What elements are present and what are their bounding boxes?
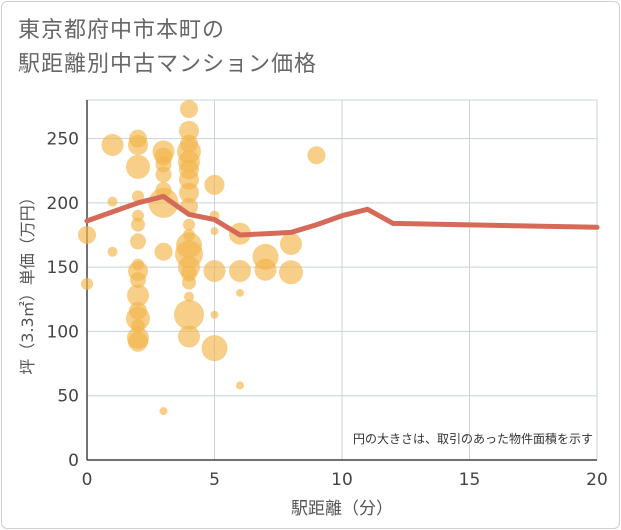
data-bubble xyxy=(180,100,198,118)
data-bubble xyxy=(174,299,204,330)
data-bubble xyxy=(183,218,195,231)
data-bubble xyxy=(159,407,168,416)
data-bubble xyxy=(107,246,118,257)
y-tick-label: 250 xyxy=(47,130,79,150)
data-bubble xyxy=(201,335,228,362)
x-axis-label: 駅距離（分） xyxy=(291,499,393,519)
data-bubble xyxy=(131,217,145,232)
data-bubble xyxy=(101,134,124,156)
y-tick-label: 50 xyxy=(57,387,79,407)
y-tick-label: 100 xyxy=(47,322,79,342)
x-tick-label: 20 xyxy=(586,470,608,490)
data-bubble xyxy=(155,166,172,183)
data-bubble xyxy=(279,260,303,285)
x-tick-label: 10 xyxy=(331,470,353,490)
data-bubble xyxy=(236,381,244,390)
data-bubble xyxy=(179,182,199,203)
data-bubble xyxy=(203,260,226,282)
data-bubble xyxy=(182,275,196,290)
data-bubble xyxy=(229,260,251,282)
y-tick-label: 200 xyxy=(47,194,79,214)
data-bubble xyxy=(127,284,149,307)
data-bubble xyxy=(148,187,179,218)
y-axis-label: 坪（3.3㎡）単価（万円） xyxy=(18,189,37,374)
average-price-line xyxy=(84,193,600,238)
data-bubble xyxy=(254,258,277,281)
data-bubble xyxy=(81,277,93,290)
x-tick-label: 5 xyxy=(209,470,220,490)
data-bubble xyxy=(154,242,173,261)
x-tick-label: 0 xyxy=(82,470,93,490)
title-line-1: 東京都府中市本町の xyxy=(18,18,226,43)
data-bubble xyxy=(178,325,200,348)
y-tick-label: 0 xyxy=(68,451,79,471)
data-bubble xyxy=(280,233,302,255)
data-bubble xyxy=(130,272,146,288)
chart-title: 東京都府中市本町の 駅距離別中古マンション価格 xyxy=(18,14,317,82)
data-bubble xyxy=(179,120,199,141)
y-tick-label: 150 xyxy=(47,258,79,278)
data-bubble xyxy=(128,135,148,155)
data-bubble xyxy=(132,190,144,203)
title-line-2: 駅距離別中古マンション価格 xyxy=(18,52,318,77)
data-bubble xyxy=(307,146,326,165)
data-bubble xyxy=(107,196,118,207)
bubble-layer xyxy=(78,100,326,416)
data-bubble xyxy=(126,154,150,179)
data-bubble xyxy=(130,233,146,250)
data-bubble xyxy=(78,226,96,244)
data-bubble xyxy=(210,310,219,319)
data-bubble xyxy=(184,291,194,302)
bubble-size-note: 円の大きさは、取引のあった物件面積を示す xyxy=(353,431,593,446)
data-bubble xyxy=(236,288,244,297)
data-bubble xyxy=(204,174,225,195)
data-bubble xyxy=(128,331,148,352)
data-bubble xyxy=(210,227,219,236)
x-tick-label: 15 xyxy=(459,470,481,490)
